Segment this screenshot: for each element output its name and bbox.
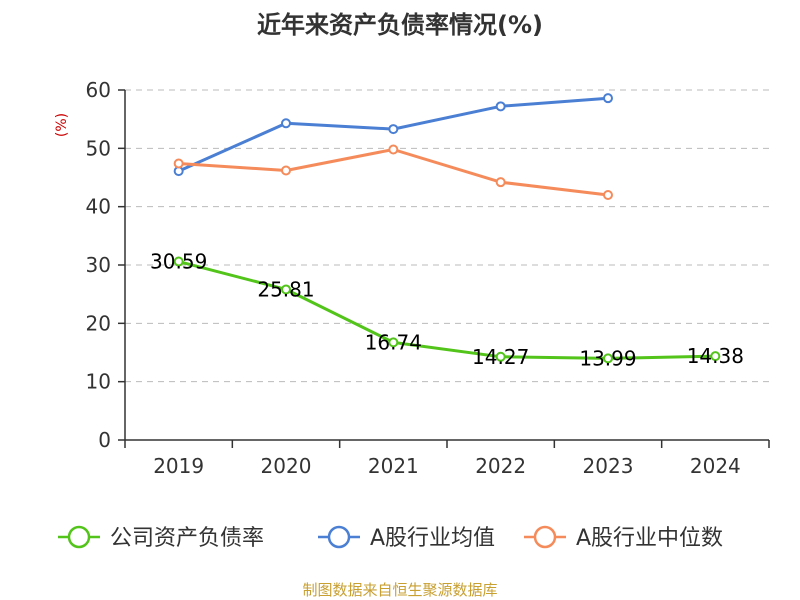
y-tick-label: 30: [86, 253, 111, 277]
data-point: [495, 351, 506, 362]
series-line-1: [177, 96, 610, 173]
y-tick-label: 50: [86, 136, 111, 160]
data-point: [173, 158, 184, 169]
grid-layer: [125, 89, 769, 383]
y-tick-label: 0: [98, 428, 111, 452]
series-layer: [173, 93, 721, 364]
data-point: [388, 337, 399, 348]
data-point: [495, 101, 506, 112]
axis-layer: 0 10 20 30 40 50 60 2019 2020 2021 2022 2023 2024: [86, 78, 770, 478]
legend-marker: [67, 525, 91, 549]
legend-item: A股行业均值: [318, 525, 495, 551]
x-tick-label: 2023: [583, 454, 634, 478]
y-tick-label: 40: [86, 195, 111, 219]
data-label: 25.81: [257, 277, 314, 301]
data-label: 30.59: [150, 250, 207, 274]
data-point: [603, 190, 613, 200]
data-point: [388, 144, 399, 155]
data-point: [281, 165, 291, 176]
y-tick-label: 10: [86, 370, 111, 394]
data-label: 14.27: [472, 345, 529, 369]
data-label-layer: 30.59 25.81 16.74 14.27 13.99 14.38: [150, 250, 744, 371]
y-tick-label: 60: [86, 78, 111, 102]
series-line-0: [177, 260, 717, 360]
chart-title: 近年来资产负债率情况(%): [257, 11, 543, 39]
legend-marker: [533, 525, 557, 549]
data-point: [495, 177, 506, 188]
legend-label: 公司资产负债率: [110, 526, 264, 551]
data-label: 16.74: [365, 330, 422, 354]
legend-label: A股行业中位数: [576, 526, 723, 551]
x-tick-label: 2022: [475, 454, 526, 478]
data-point: [710, 351, 721, 362]
series-line-2: [177, 148, 610, 197]
data-point: [603, 353, 613, 364]
legend: 公司资产负债率 A股行业均值 A股行业中位数: [58, 525, 723, 551]
data-point: [281, 284, 291, 295]
legend-marker: [327, 525, 351, 549]
legend-item: A股行业中位数: [524, 525, 723, 551]
legend-label: A股行业均值: [370, 526, 495, 551]
x-tick-label: 2020: [261, 454, 312, 478]
data-point: [281, 118, 291, 129]
y-axis-label: (%): [54, 113, 70, 137]
x-tick-label: 2024: [690, 454, 741, 478]
data-point: [388, 124, 399, 135]
data-label: 14.38: [687, 344, 744, 368]
data-point: [603, 93, 613, 104]
y-tick-label: 20: [86, 311, 111, 335]
x-tick-label: 2019: [153, 454, 204, 478]
data-point: [173, 256, 184, 267]
x-tick-label: 2021: [368, 454, 419, 478]
data-label: 13.99: [579, 346, 636, 370]
source-note: 制图数据来自恒生聚源数据库: [302, 581, 497, 599]
legend-item: 公司资产负债率: [58, 525, 264, 551]
